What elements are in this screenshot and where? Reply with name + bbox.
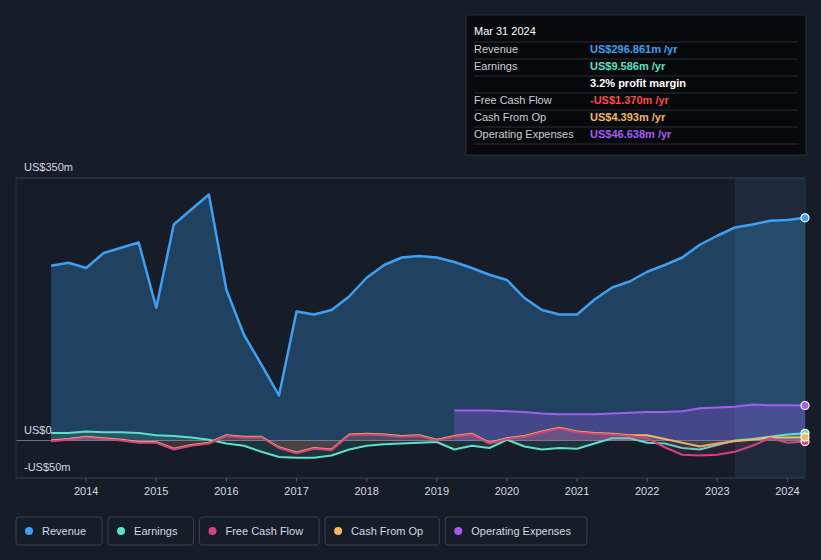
- x-tick: [296, 478, 297, 482]
- legend-box: [16, 517, 102, 545]
- x-tick: [156, 478, 157, 482]
- x-tick-label: 2017: [284, 485, 308, 497]
- background: [0, 0, 821, 560]
- x-tick: [647, 478, 648, 482]
- plot: [51, 195, 805, 458]
- x-tick: [787, 478, 788, 482]
- y-tick-label: US$0: [24, 424, 52, 436]
- y-tick-label: US$350m: [24, 161, 73, 173]
- tooltip-box: [466, 15, 806, 155]
- legend-swatch: [25, 527, 33, 535]
- tooltip-date: Mar 31 2024: [474, 25, 536, 37]
- legend-box: [108, 517, 193, 545]
- x-tick-label: 2020: [495, 485, 519, 497]
- series-line: [51, 195, 805, 396]
- legend-box: [325, 517, 439, 545]
- grid-line: [16, 178, 805, 179]
- x-tick-label: 2021: [565, 485, 589, 497]
- series-area: [51, 195, 805, 441]
- legend-label: Free Cash Flow: [225, 525, 303, 537]
- end-dot: [801, 433, 809, 441]
- end-dot: [801, 214, 809, 222]
- legend-label: Operating Expenses: [471, 525, 571, 537]
- legend-label: Cash From Op: [351, 525, 423, 537]
- tooltip-value: US$4.393m /yr: [590, 111, 666, 123]
- tooltip-value: -US$1.370m /yr: [590, 94, 670, 106]
- x-tick: [717, 478, 718, 482]
- x-tick-label: 2023: [705, 485, 729, 497]
- legend-swatch: [334, 527, 342, 535]
- x-tick-label: 2019: [425, 485, 449, 497]
- x-tick: [86, 478, 87, 482]
- tooltip-label: Free Cash Flow: [474, 94, 552, 106]
- tooltip-label: Earnings: [474, 60, 518, 72]
- end-dot: [801, 402, 809, 410]
- grid-line: [16, 478, 805, 479]
- x-tick-label: 2024: [775, 485, 799, 497]
- x-tick-label: 2018: [354, 485, 378, 497]
- axis-line: [16, 178, 17, 478]
- series-line: [454, 405, 805, 415]
- legend-swatch: [454, 527, 462, 535]
- tooltip-value: US$9.586m /yr: [590, 60, 666, 72]
- x-tick: [226, 478, 227, 482]
- legend-swatch: [117, 527, 125, 535]
- tooltip-label: Revenue: [474, 43, 518, 55]
- series-line: [51, 429, 805, 456]
- tooltip: Mar 31 2024 Revenue US$296.861m /yr Earning…: [466, 15, 806, 155]
- tooltip-label: Cash From Op: [474, 111, 546, 123]
- tooltip-margin: 3.2% profit margin: [590, 77, 686, 89]
- tooltip-value: US$46.638m /yr: [590, 128, 672, 140]
- y-tick-label: -US$50m: [24, 461, 70, 473]
- legend-label: Earnings: [134, 525, 178, 537]
- x-tick: [366, 478, 367, 482]
- chart: -US$50m US$0 US$350m 2014 2015 2016 2017 2018 20…: [0, 0, 821, 560]
- legend-swatch: [208, 527, 216, 535]
- x-tick: [436, 478, 437, 482]
- tooltip-label: Operating Expenses: [474, 128, 574, 140]
- legend-box: [199, 517, 319, 545]
- series-area: [51, 429, 805, 456]
- legend-box: [445, 517, 587, 545]
- x-tick-label: 2016: [214, 485, 238, 497]
- legend-label: Revenue: [42, 525, 86, 537]
- tooltip-value: US$296.861m /yr: [590, 43, 678, 55]
- x-tick: [506, 478, 507, 482]
- x-tick-label: 2014: [74, 485, 98, 497]
- x-tick-label: 2015: [144, 485, 168, 497]
- x-tick-label: 2022: [635, 485, 659, 497]
- x-tick: [577, 478, 578, 482]
- legend: Revenue Earnings Free Cash Flow Cash From O…: [16, 517, 587, 545]
- grid: [16, 178, 805, 478]
- tooltip-separator: [474, 144, 798, 145]
